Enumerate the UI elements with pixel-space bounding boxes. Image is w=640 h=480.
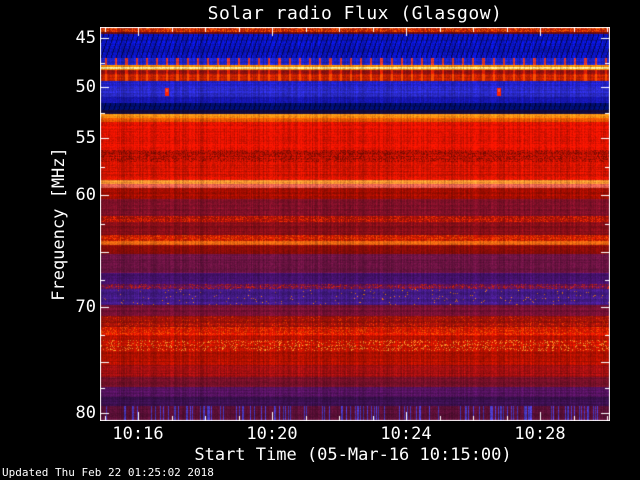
y-tick-label: 80	[75, 403, 96, 423]
y-tick-label: 55	[75, 128, 96, 148]
x-axis-label: Start Time (05-Mar-16 10:15:00)	[194, 445, 512, 465]
y-tick-label: 70	[75, 297, 96, 317]
page-title: Solar radio Flux (Glasgow)	[207, 3, 503, 24]
x-tick-label: 10:24	[380, 424, 432, 444]
updated-timestamp: Updated Thu Feb 22 01:25:02 2018	[2, 466, 214, 479]
x-tick-label: 10:20	[246, 424, 298, 444]
x-tick-label: 10:16	[112, 424, 164, 444]
x-tick-label: 10:28	[514, 424, 566, 444]
spectrogram-heatmap	[100, 27, 610, 421]
y-tick-label: 45	[75, 28, 96, 48]
y-tick-label: 60	[75, 185, 96, 205]
y-tick-label: 50	[75, 77, 96, 97]
y-axis-label: Frequency [MHz]	[49, 147, 69, 301]
